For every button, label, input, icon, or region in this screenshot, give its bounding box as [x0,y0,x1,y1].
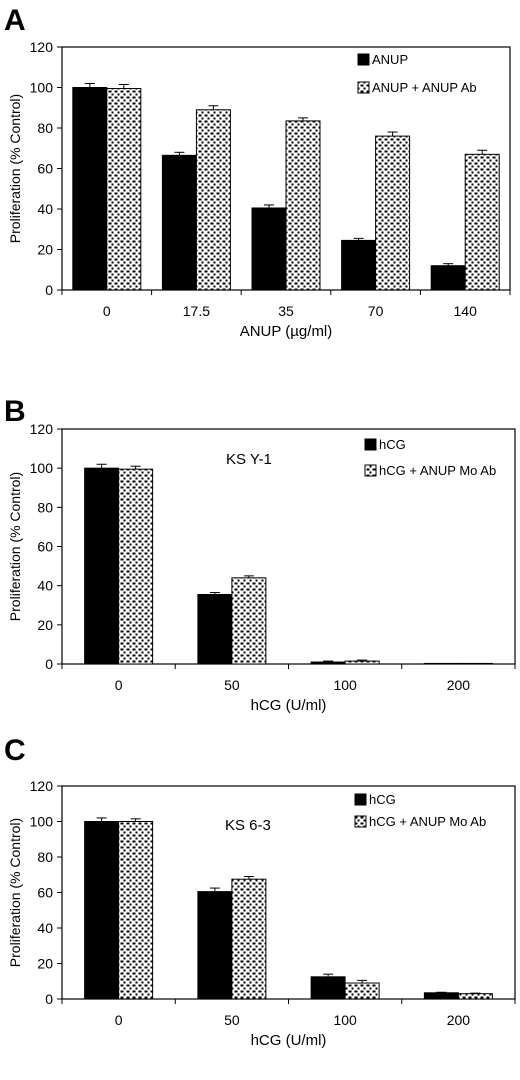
y-tick-label: 60 [37,885,53,901]
chart-panel-c: C 0 20 40 60 80 100 120 Proliferation (% Control… [4,734,516,1049]
y-tick-label: 80 [37,499,53,515]
bar-solid [84,821,120,1000]
bar-pattern [118,821,154,1000]
legend-label: ANUP + ANUP Ab [372,80,477,95]
x-tick-label: 17.5 [183,303,210,319]
bar-solid [84,467,120,665]
bar-pattern [464,153,500,291]
panel-letter: A [4,4,26,37]
x-axis-label: ANUP (µg/ml) [240,323,333,340]
y-tick-label: 0 [45,656,53,672]
legend-swatch [357,81,370,94]
y-tick-label: 100 [30,80,54,96]
bar-pattern [231,577,267,665]
x-tick-label: 50 [224,1012,240,1028]
bar-solid [310,661,346,665]
legend-swatch [364,438,377,451]
y-tick-label: 120 [30,39,54,55]
x-tick-label: 70 [368,303,384,319]
legend-swatch [364,464,377,477]
legend-label: ANUP [372,52,408,67]
legend: hCG hCG + ANUP Mo Ab [364,437,496,478]
y-tick-label: 40 [37,920,53,936]
y-tick-label: 0 [45,991,53,1007]
chart-panel-b: B 0 20 40 60 80 100 120 Proliferation (% Control… [4,395,516,714]
y-tick-label: 40 [37,201,53,217]
y-tick-label: 0 [45,282,53,298]
bar-solid [72,87,108,291]
legend: hCG hCG + ANUP Mo Ab [354,792,486,829]
bar-solid [423,992,459,1000]
y-tick-label: 20 [37,242,53,258]
panel-letter: C [4,734,26,767]
y-tick-label: 120 [30,421,54,437]
panel-letter: B [4,395,26,428]
bar-solid [310,976,346,1000]
bar-solid [423,662,459,665]
bar-pattern [106,88,142,291]
x-tick-label: 200 [447,1012,471,1028]
y-tick-label: 120 [30,778,54,794]
bar-pattern [457,993,493,1000]
y-tick-label: 20 [37,617,53,633]
x-tick-label: 0 [115,1012,123,1028]
cell-line-annotation: KS 6-3 [225,817,271,834]
legend-label: hCG + ANUP Mo Ab [379,463,496,478]
x-axis-label: hCG (U/ml) [251,1032,327,1049]
bar-pattern [231,878,267,1000]
x-tick-label: 0 [115,677,123,693]
legend-label: hCG [369,792,396,807]
x-tick-label: 35 [278,303,294,319]
y-tick-label: 60 [37,161,53,177]
bar-pattern [285,120,321,291]
x-tick-label: 100 [333,1012,357,1028]
bar-pattern [344,982,380,1000]
y-tick-label: 60 [37,539,53,555]
y-axis-label: Proliferation (% Control) [7,818,23,967]
legend-swatch [354,815,367,828]
y-axis-label: Proliferation (% Control) [7,94,23,243]
x-tick-label: 200 [447,677,471,693]
bar-solid [197,891,233,1000]
bar-pattern [118,468,154,665]
legend: ANUP ANUP + ANUP Ab [357,52,477,95]
y-tick-label: 20 [37,956,53,972]
y-tick-label: 100 [30,814,54,830]
bar-solid [341,239,377,291]
x-tick-label: 50 [224,677,240,693]
bar-pattern [344,660,380,665]
legend-swatch [354,793,367,806]
bar-solid [197,593,233,665]
cell-line-annotation: KS Y-1 [226,451,272,468]
y-axis-label: Proliferation (% Control) [7,472,23,621]
legend-label: hCG + ANUP Mo Ab [369,814,486,829]
bar-pattern [195,109,231,291]
chart-panel-a: A 0 20 40 60 80 100 120 Proliferation (% Control… [4,4,511,340]
y-tick-label: 80 [37,849,53,865]
legend-swatch [357,53,370,66]
x-tick-label: 0 [103,303,111,319]
y-tick-label: 40 [37,578,53,594]
legend-label: hCG [379,437,406,452]
bar-pattern [457,662,493,665]
bar-solid [251,207,287,291]
bar-pattern [375,135,411,291]
y-tick-label: 80 [37,120,53,136]
x-tick-label: 100 [333,677,357,693]
bar-solid [430,265,466,291]
x-tick-label: 140 [454,303,478,319]
y-tick-label: 100 [30,460,54,476]
bar-solid [161,154,197,291]
x-axis-label: hCG (U/ml) [251,697,327,714]
